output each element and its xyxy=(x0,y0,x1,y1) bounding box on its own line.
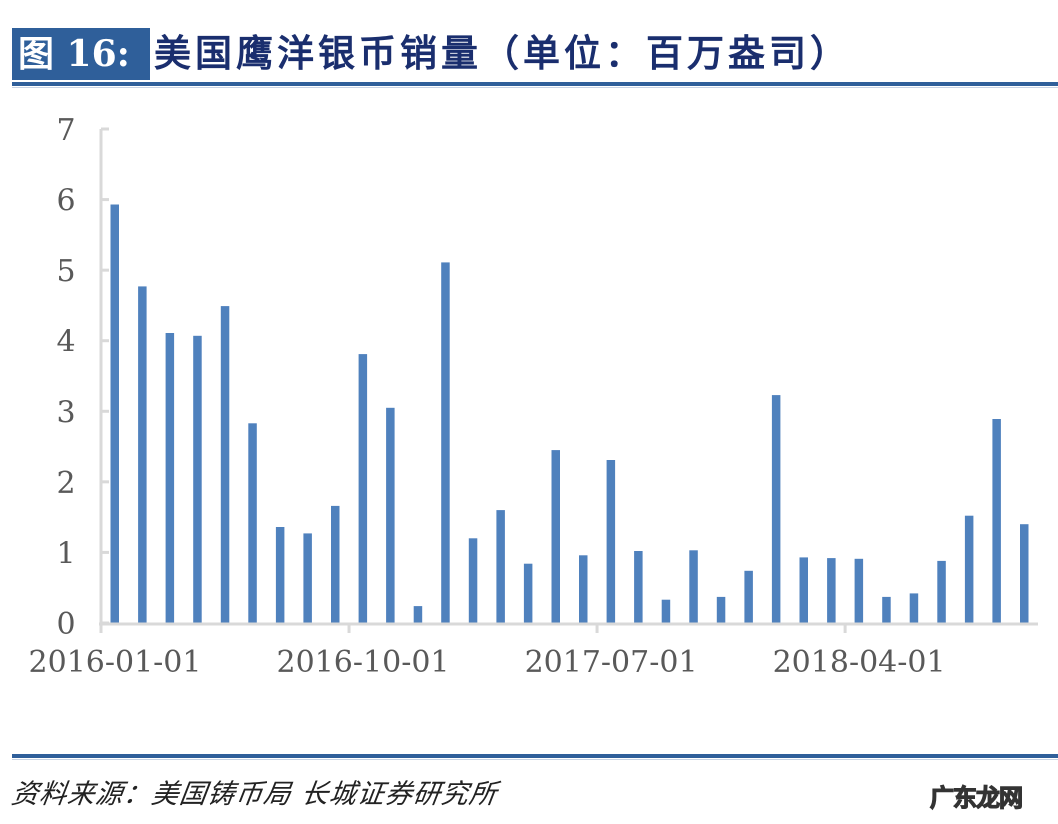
bar-2017-06 xyxy=(579,555,588,623)
y-tick-label: 6 xyxy=(56,184,75,219)
bar-2017-11 xyxy=(716,596,726,623)
bar-2016-07 xyxy=(275,527,285,623)
bar-2017-01 xyxy=(441,262,450,623)
title-divider-thin xyxy=(12,87,1058,88)
bar-series xyxy=(110,204,1029,623)
bar-2016-06 xyxy=(248,423,257,623)
bar-2016-10 xyxy=(358,354,368,623)
bar-2017-12 xyxy=(744,570,753,623)
footer-divider xyxy=(12,754,1058,758)
y-tick-label: 3 xyxy=(56,395,75,430)
bar-2017-04 xyxy=(523,563,533,623)
bar-2017-03 xyxy=(496,510,505,623)
bar-2016-05 xyxy=(220,306,230,623)
x-tick-label: 2016-10-01 xyxy=(277,645,450,680)
bar-2018-04 xyxy=(854,558,864,623)
bar-2017-10 xyxy=(689,550,698,623)
watermark-logo: 广东龙网 xyxy=(929,783,1023,812)
bar-2016-09 xyxy=(331,505,340,623)
bar-2018-02 xyxy=(799,557,808,623)
bar-2018-08 xyxy=(964,515,974,623)
bar-2018-06 xyxy=(909,593,919,623)
bar-2018-10 xyxy=(1020,524,1029,623)
bar-2016-04 xyxy=(193,335,202,623)
title-divider xyxy=(12,82,1058,86)
bar-2017-08 xyxy=(634,551,643,623)
bar-2017-07 xyxy=(606,460,616,623)
bar-2016-03 xyxy=(165,333,175,623)
bar-2018-05 xyxy=(882,596,891,623)
footer-divider-thin xyxy=(12,759,1058,760)
bar-2017-09 xyxy=(661,599,671,623)
bar-2016-11 xyxy=(386,407,395,623)
bar-2018-07 xyxy=(937,560,946,623)
y-axis: 0 1 2 3 4 5 6 7 xyxy=(56,113,109,642)
figure-header: 图 16: 美国鹰洋银币销量（单位：百万盎司） xyxy=(12,28,1058,80)
x-tick-label: 2017-07-01 xyxy=(525,645,698,680)
chart-title: 美国鹰洋银币销量（单位：百万盎司） xyxy=(154,32,851,75)
bar-2018-03 xyxy=(827,558,836,623)
bar-2017-05 xyxy=(551,450,560,623)
y-tick-label: 5 xyxy=(56,254,75,289)
bar-2016-01 xyxy=(110,204,119,623)
x-tick-label: 2016-01-01 xyxy=(29,645,202,680)
y-tick-label: 4 xyxy=(56,325,75,360)
figure-number-badge: 图 16: xyxy=(12,28,150,80)
bar-2018-09 xyxy=(992,419,1001,623)
y-tick-label: 1 xyxy=(56,536,75,571)
bar-2017-02 xyxy=(468,538,478,623)
x-axis: 2016-01-01 2016-10-01 2017-07-01 2018-04-01 xyxy=(29,622,1038,680)
bar-2016-08 xyxy=(303,533,312,623)
bar-2016-02 xyxy=(138,286,147,623)
bar-2018-01 xyxy=(771,395,781,623)
x-tick-label: 2018-04-01 xyxy=(773,645,946,680)
bar-2016-12 xyxy=(413,606,423,623)
y-tick-label: 7 xyxy=(56,113,75,148)
y-tick-label: 0 xyxy=(56,607,75,642)
y-tick-label: 2 xyxy=(56,466,75,501)
source-note: 资料来源：美国铸币局 长城证券研究所 xyxy=(9,779,500,810)
